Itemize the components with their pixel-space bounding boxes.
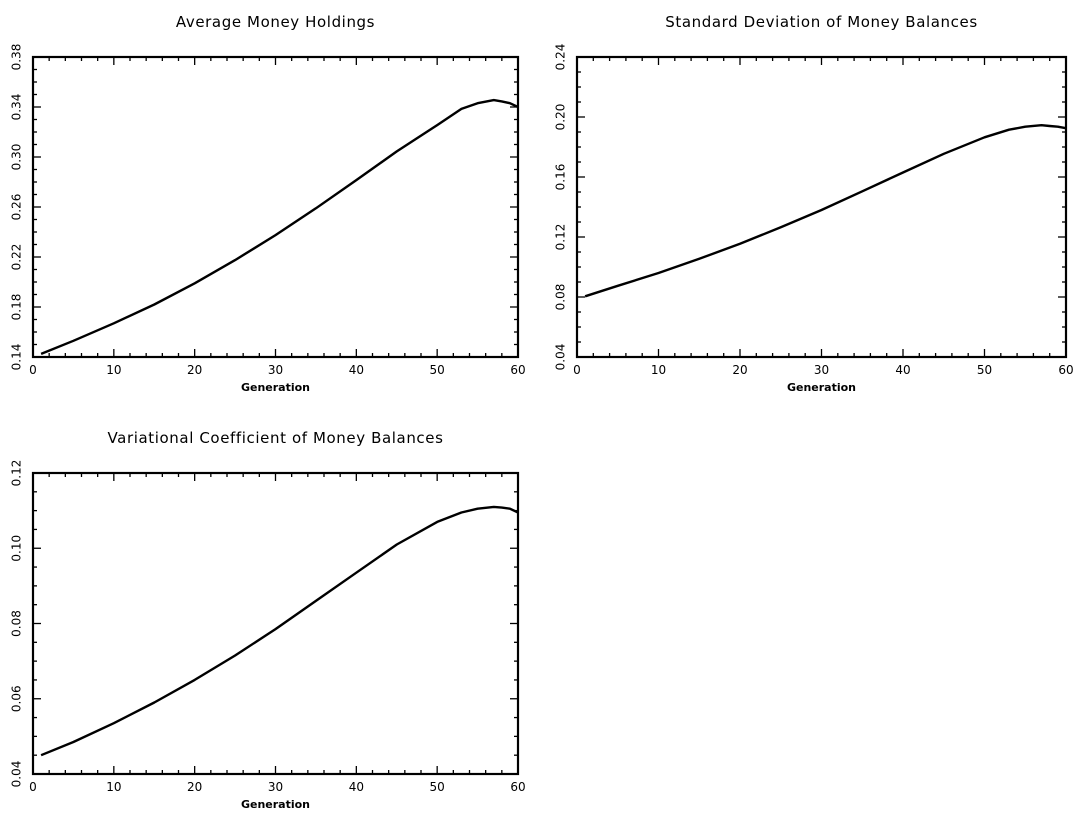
chart-title: Standard Deviation of Money Balances [665, 13, 978, 31]
series-line-1 [584, 124, 1067, 298]
y-tick-label: 0.10 [10, 535, 24, 562]
y-tick-label: 0.12 [554, 224, 568, 251]
series-line-1 [40, 98, 519, 356]
x-tick-label: 30 [268, 363, 283, 377]
x-tick-label: 10 [106, 363, 121, 377]
x-tick-label: 0 [573, 363, 581, 377]
y-tick-label: 0.20 [554, 104, 568, 131]
y-tick-label: 0.04 [10, 761, 24, 788]
x-tick-label: 40 [349, 780, 364, 794]
plot-frame [575, 55, 1068, 359]
x-tick-label: 50 [430, 363, 445, 377]
x-tick-label: 30 [268, 780, 283, 794]
x-tick-label: 20 [732, 363, 747, 377]
y-tick-label: 0.14 [10, 344, 24, 371]
y-tick-label: 0.22 [10, 244, 24, 271]
y-tick-label: 0.08 [10, 610, 24, 637]
x-tick-label: 0 [29, 780, 37, 794]
y-tick-label: 0.08 [554, 284, 568, 311]
y-tick-label: 0.24 [554, 44, 568, 71]
chart-title: Variational Coefficient of Money Balance… [107, 429, 443, 447]
x-tick-label: 60 [1058, 363, 1073, 377]
x-axis-label: Generation [241, 381, 310, 394]
chart-panel-2: Standard Deviation of Money Balances 0 10 2… [554, 13, 1074, 394]
x-tick-label: 0 [29, 363, 37, 377]
y-tick-label: 0.12 [10, 460, 24, 487]
x-axis-label: Generation [787, 381, 856, 394]
x-tick-label: 30 [814, 363, 829, 377]
y-tick-label: 0.30 [10, 144, 24, 171]
chart-panel-1: Average Money Holdings 0 10 20 30 40 50 60 0.14 0… [10, 13, 526, 394]
series-line-1 [40, 505, 519, 757]
chart-panel-3: Variational Coefficient of Money Balance… [10, 429, 526, 811]
chart-title: Average Money Holdings [176, 13, 375, 31]
plot-frame [31, 55, 520, 359]
x-tick-label: 40 [895, 363, 910, 377]
x-tick-label: 20 [187, 780, 202, 794]
x-tick-label: 60 [510, 363, 525, 377]
x-tick-label: 60 [510, 780, 525, 794]
y-tick-label: 0.04 [554, 344, 568, 371]
y-tick-label: 0.16 [554, 164, 568, 191]
y-tick-label: 0.18 [10, 294, 24, 321]
x-tick-label: 10 [651, 363, 666, 377]
x-tick-label: 50 [430, 780, 445, 794]
y-tick-label: 0.34 [10, 94, 24, 121]
x-tick-label: 20 [187, 363, 202, 377]
y-tick-label: 0.26 [10, 194, 24, 221]
x-tick-label: 10 [106, 780, 121, 794]
y-tick-label: 0.38 [10, 44, 24, 71]
x-tick-label: 50 [977, 363, 992, 377]
x-tick-label: 40 [349, 363, 364, 377]
y-tick-label: 0.06 [10, 685, 24, 712]
x-axis-label: Generation [241, 798, 310, 811]
